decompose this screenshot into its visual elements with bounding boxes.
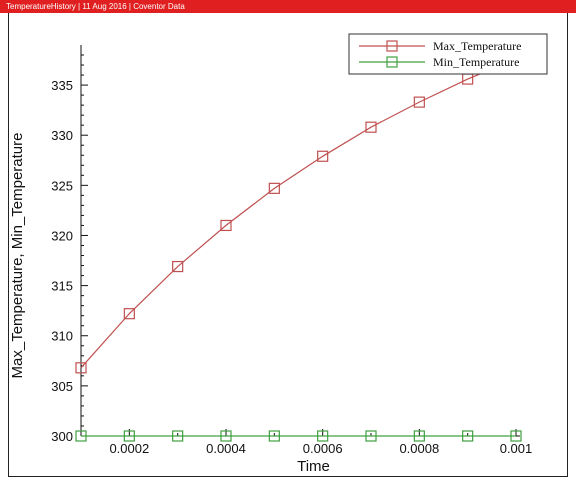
data-point bbox=[75, 430, 87, 442]
legend-marker bbox=[386, 56, 398, 68]
data-point bbox=[75, 362, 87, 374]
data-point bbox=[365, 121, 377, 133]
data-point bbox=[268, 182, 280, 194]
legend-box bbox=[348, 33, 548, 75]
y-tick-label: 320 bbox=[51, 228, 73, 243]
data-point bbox=[172, 430, 184, 442]
legend-label: Min_Temperature bbox=[433, 55, 519, 69]
window-title: TemperatureHistory | 11 Aug 2016 | Coven… bbox=[6, 2, 185, 11]
x-tick-label: 0.0004 bbox=[206, 441, 246, 456]
data-point bbox=[123, 308, 135, 320]
x-axis-title: Time bbox=[297, 458, 330, 475]
y-tick-label: 325 bbox=[51, 178, 73, 193]
plot-frame bbox=[8, 13, 568, 477]
data-point bbox=[462, 430, 474, 442]
data-point bbox=[268, 430, 280, 442]
y-tick-label: 300 bbox=[51, 429, 73, 444]
x-tick-label: 0.0008 bbox=[399, 441, 439, 456]
series-line-max-temperature bbox=[80, 58, 517, 369]
data-point bbox=[413, 430, 425, 442]
y-tick-label: 305 bbox=[51, 379, 73, 394]
data-point bbox=[365, 430, 377, 442]
data-point bbox=[413, 96, 425, 108]
x-tick-label: 0.0002 bbox=[109, 441, 149, 456]
data-point bbox=[220, 430, 232, 442]
x-tick-label: 0.001 bbox=[500, 441, 533, 456]
data-point bbox=[123, 430, 135, 442]
y-tick-label: 335 bbox=[51, 78, 73, 93]
data-point bbox=[510, 430, 522, 442]
y-tick-label: 310 bbox=[51, 329, 73, 344]
title-bar: TemperatureHistory | 11 Aug 2016 | Coven… bbox=[0, 0, 576, 13]
legend-label: Max_Temperature bbox=[433, 39, 521, 53]
data-point bbox=[317, 150, 329, 162]
y-axis-title: Max_Temperature, Min_Temperature bbox=[9, 133, 26, 379]
x-tick-label: 0.0006 bbox=[303, 441, 343, 456]
data-point bbox=[220, 219, 232, 232]
data-point bbox=[317, 430, 329, 442]
y-tick-label: 330 bbox=[51, 128, 73, 143]
data-point bbox=[172, 260, 184, 273]
y-tick-label: 315 bbox=[51, 279, 73, 294]
legend-marker bbox=[386, 40, 398, 52]
